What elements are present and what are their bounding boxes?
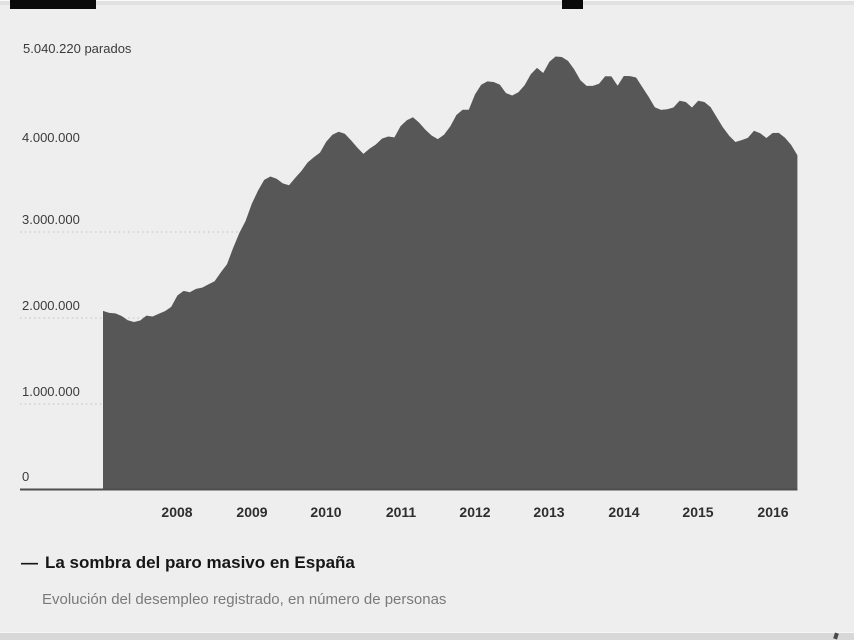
x-axis-label: 2010	[310, 504, 342, 520]
y-axis-label: 2.000.000	[22, 298, 80, 313]
bottom-scrollbar-track[interactable]	[0, 632, 854, 640]
x-axis-label: 2013	[533, 504, 565, 520]
area-chart-canvas	[20, 56, 798, 491]
x-axis-label: 2014	[608, 504, 640, 520]
y-axis-label: 0	[22, 469, 30, 484]
top-scrollbar-track	[0, 0, 854, 5]
x-axis-label: 2016	[757, 504, 789, 520]
y-axis-label: 1.000.000	[22, 384, 80, 399]
video-progress-segment-left[interactable]	[10, 0, 96, 9]
x-axis-label: 2015	[682, 504, 714, 520]
unemployment-area-chart: 0 1.000.000 2.000.000 3.000.000 4.000.000 20…	[20, 56, 798, 520]
y-axis-label: 3.000.000	[22, 212, 80, 227]
unemployment-area-series	[103, 56, 798, 490]
x-axis-label: 2009	[236, 504, 268, 520]
legend-dash: —	[21, 553, 38, 572]
peak-value-label: 5.040.220 parados	[23, 41, 132, 56]
chart-title: La sombra del paro masivo en España	[45, 553, 355, 572]
y-axis-label: 4.000.000	[22, 130, 80, 145]
x-axis-label: 2012	[459, 504, 491, 520]
x-axis-label: 2008	[161, 504, 193, 520]
chart-legend: — La sombra del paro masivo en España	[21, 552, 355, 573]
x-axis-label: 2011	[385, 504, 417, 520]
video-progress-segment-right[interactable]	[562, 0, 583, 9]
chart-subtitle: Evolución del desempleo registrado, en n…	[42, 591, 447, 608]
